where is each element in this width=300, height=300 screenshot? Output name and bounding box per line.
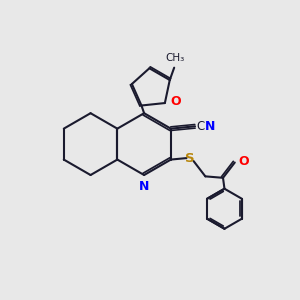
Text: O: O [238, 154, 249, 167]
Text: C: C [196, 120, 205, 133]
Text: O: O [170, 95, 181, 108]
Text: N: N [139, 180, 149, 193]
Text: S: S [185, 152, 195, 165]
Text: N: N [205, 120, 215, 133]
Text: CH₃: CH₃ [165, 53, 184, 63]
